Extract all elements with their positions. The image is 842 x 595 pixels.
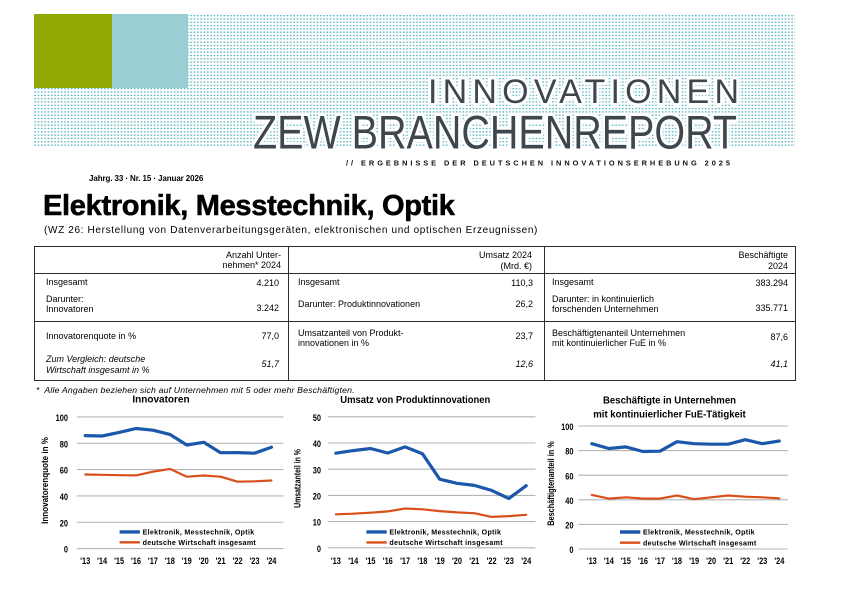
svg-text:'14: '14	[604, 555, 614, 566]
svg-text:40: 40	[313, 438, 321, 449]
svg-text:'16: '16	[131, 555, 141, 566]
svg-text:'17: '17	[400, 555, 410, 566]
svg-text:'15: '15	[114, 555, 124, 566]
svg-text:'24: '24	[266, 555, 276, 566]
svg-text:60: 60	[60, 465, 68, 476]
svg-text:Innovatorenquote in %: Innovatorenquote in %	[39, 437, 50, 524]
svg-text:deutsche Wirtschaft insgesamt: deutsche Wirtschaft insgesamt	[389, 539, 503, 547]
svg-text:'22: '22	[233, 555, 243, 566]
svg-text:'19: '19	[435, 555, 445, 566]
svg-text:'23: '23	[504, 555, 514, 566]
svg-text:'20: '20	[706, 555, 716, 566]
svg-text:80: 80	[565, 446, 573, 457]
svg-text:'18: '18	[165, 555, 175, 566]
svg-text:'13: '13	[80, 555, 90, 566]
svg-text:'13: '13	[587, 555, 597, 566]
svg-text:Elektronik, Messtechnik, Optik: Elektronik, Messtechnik, Optik	[643, 529, 755, 537]
svg-text:100: 100	[56, 412, 69, 423]
svg-text:'23: '23	[250, 555, 260, 566]
svg-text:'21: '21	[216, 555, 226, 566]
svg-text:deutsche Wirtschaft insgesamt: deutsche Wirtschaft insgesamt	[643, 539, 757, 547]
svg-text:0: 0	[64, 544, 68, 555]
svg-text:deutsche Wirtschaft insgesamt: deutsche Wirtschaft insgesamt	[143, 539, 257, 547]
svg-text:10: 10	[313, 517, 321, 528]
svg-text:'15: '15	[366, 555, 376, 566]
svg-text:20: 20	[60, 517, 68, 528]
svg-text:'17: '17	[655, 555, 665, 566]
svg-text:0: 0	[569, 544, 573, 555]
svg-text:Umsatzanteil in %: Umsatzanteil in %	[291, 449, 302, 508]
svg-text:0: 0	[317, 543, 321, 554]
svg-text:'13: '13	[331, 555, 341, 566]
svg-text:100: 100	[561, 421, 574, 432]
svg-text:'17: '17	[148, 555, 158, 566]
svg-text:'24: '24	[774, 555, 784, 566]
svg-text:20: 20	[313, 491, 321, 502]
svg-text:Innovatoren: Innovatoren	[132, 395, 189, 406]
svg-text:60: 60	[565, 470, 573, 481]
svg-text:'24: '24	[521, 555, 531, 566]
svg-text:Beschäftigte in Unternehmen: Beschäftigte in Unternehmen	[603, 395, 736, 406]
svg-text:'21: '21	[469, 555, 479, 566]
svg-text:'19: '19	[182, 555, 192, 566]
svg-text:'19: '19	[689, 555, 699, 566]
svg-text:50: 50	[313, 412, 321, 423]
svg-text:'22: '22	[740, 555, 750, 566]
svg-text:'22: '22	[487, 555, 497, 566]
svg-text:Beschäftigtenanteil in %: Beschäftigtenanteil in %	[545, 441, 556, 526]
svg-text:'14: '14	[348, 555, 358, 566]
svg-text:Elektronik, Messtechnik, Optik: Elektronik, Messtechnik, Optik	[143, 529, 255, 537]
svg-text:'14: '14	[97, 555, 107, 566]
svg-text:20: 20	[565, 520, 573, 531]
svg-text:Umsatz von Produktinnovationen: Umsatz von Produktinnovationen	[340, 395, 490, 406]
svg-text:'21: '21	[723, 555, 733, 566]
svg-text:mit kontinuierlicher FuE-Tätig: mit kontinuierlicher FuE-Tätigkeit	[593, 410, 746, 421]
svg-text:'18: '18	[417, 555, 427, 566]
svg-text:Elektronik, Messtechnik, Optik: Elektronik, Messtechnik, Optik	[389, 529, 501, 537]
svg-text:40: 40	[565, 495, 573, 506]
svg-text:'16: '16	[638, 555, 648, 566]
svg-text:ZEW BRANCHENREPORT: ZEW BRANCHENREPORT	[253, 105, 737, 158]
svg-text:'20: '20	[199, 555, 209, 566]
svg-text:'23: '23	[757, 555, 767, 566]
svg-text:'15: '15	[621, 555, 631, 566]
svg-text:40: 40	[60, 491, 68, 502]
svg-text:30: 30	[313, 464, 321, 475]
svg-text:'20: '20	[452, 555, 462, 566]
svg-text:'16: '16	[383, 555, 393, 566]
svg-text:80: 80	[60, 438, 68, 449]
svg-text:'18: '18	[672, 555, 682, 566]
